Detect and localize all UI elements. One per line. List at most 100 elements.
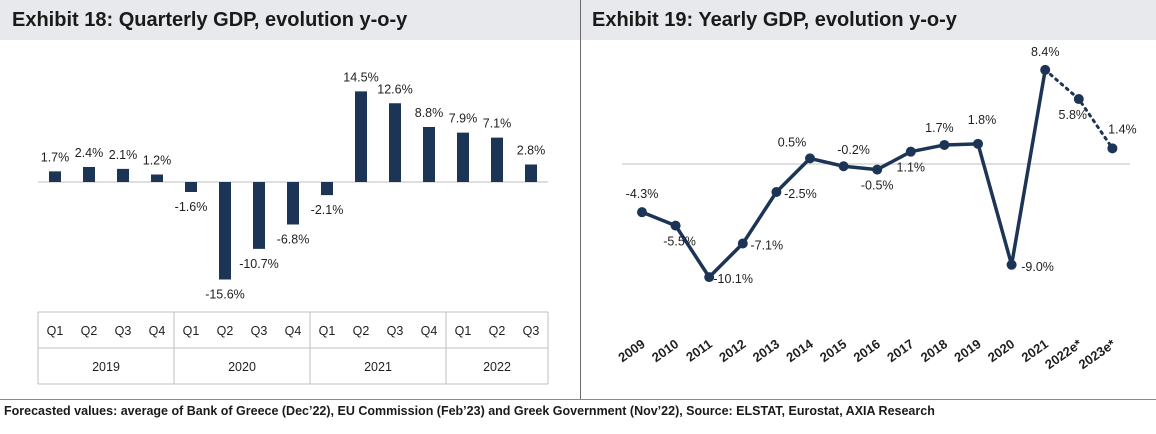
year-tick-label: 2014 xyxy=(783,336,816,365)
year-tick-label: 2013 xyxy=(750,336,782,365)
quarter-tick-label: Q4 xyxy=(285,324,302,338)
data-label: 8.8% xyxy=(415,106,444,120)
year-tick-label: 2012 xyxy=(716,336,748,365)
data-label: 0.5% xyxy=(778,135,807,149)
data-label: 1.8% xyxy=(968,113,997,127)
data-label: 7.1% xyxy=(483,117,512,131)
yearly-chart-title: Exhibit 19: Yearly GDP, evolution y-o-y xyxy=(580,0,1156,40)
yearly-gdp-panel: Exhibit 19: Yearly GDP, evolution y-o-y xyxy=(580,0,1156,400)
quarter-tick-label: Q1 xyxy=(455,324,472,338)
data-label: -1.6% xyxy=(175,200,208,214)
quarter-tick-label: Q2 xyxy=(217,324,234,338)
data-label: -0.5% xyxy=(861,179,894,193)
data-label: 7.9% xyxy=(449,112,478,126)
year-group-label: 2020 xyxy=(228,360,256,374)
bar xyxy=(423,127,435,182)
year-tick-label: 2022e* xyxy=(1042,336,1085,372)
data-point xyxy=(771,187,782,197)
data-label: 1.7% xyxy=(41,150,70,164)
year-tick-label: 2023e* xyxy=(1076,336,1119,372)
data-point xyxy=(637,207,647,218)
year-group-label: 2019 xyxy=(92,360,120,374)
data-label: 1.1% xyxy=(897,161,926,175)
data-point xyxy=(1107,143,1118,154)
data-label: -2.1% xyxy=(311,203,344,217)
data-point xyxy=(872,164,883,175)
data-point xyxy=(1073,94,1084,105)
year-group-label: 2022 xyxy=(483,360,511,374)
data-label: -7.1% xyxy=(750,239,783,253)
data-label: -2.5% xyxy=(784,187,817,201)
data-point xyxy=(737,238,748,249)
bar xyxy=(219,182,231,280)
quarter-tick-label: Q3 xyxy=(251,324,268,338)
quarter-tick-label: Q4 xyxy=(149,324,166,338)
data-point xyxy=(905,146,916,157)
data-label: 12.6% xyxy=(377,82,412,96)
data-point xyxy=(805,153,815,164)
quarter-tick-label: Q2 xyxy=(81,324,98,338)
bar xyxy=(491,137,503,182)
bar xyxy=(49,171,61,182)
data-point xyxy=(1040,64,1051,75)
data-label: 8.4% xyxy=(1031,45,1060,59)
data-label: -6.8% xyxy=(277,233,310,247)
data-label: 5.8% xyxy=(1059,108,1088,122)
bar xyxy=(83,167,95,182)
data-point xyxy=(973,138,983,149)
data-label: -9.0% xyxy=(1021,260,1054,274)
data-label: -15.6% xyxy=(205,288,245,302)
year-tick-label: 2020 xyxy=(985,336,1017,365)
quarter-tick-label: Q3 xyxy=(523,324,540,338)
quarter-tick-label: Q3 xyxy=(387,324,404,338)
year-tick-label: 2016 xyxy=(851,336,883,365)
year-group-label: 2021 xyxy=(364,360,392,374)
data-point xyxy=(838,161,849,172)
data-point xyxy=(704,272,715,283)
data-point xyxy=(939,139,950,150)
data-label: 2.4% xyxy=(75,146,104,160)
year-tick-label: 2019 xyxy=(951,336,983,365)
source-footnote: Forecasted values: average of Bank of Gr… xyxy=(4,404,935,418)
bar xyxy=(151,174,163,182)
quarter-tick-label: Q1 xyxy=(47,324,64,338)
bar xyxy=(355,91,367,182)
yearly-line-chart: -4.3% -5.5% -10.1% -7.1% -2.5% 0.5% -0.2% -0.5%… xyxy=(615,45,1137,372)
year-tick-label: 2010 xyxy=(649,336,681,365)
footer-divider xyxy=(0,399,1156,400)
data-label: -5.5% xyxy=(663,235,696,249)
year-tick-label: 2015 xyxy=(817,336,849,365)
data-point xyxy=(670,220,681,231)
quarter-tick-label: Q2 xyxy=(353,324,370,338)
bar xyxy=(457,132,469,182)
bar xyxy=(525,164,537,182)
bar xyxy=(287,182,299,225)
bar xyxy=(117,168,129,182)
data-label: 14.5% xyxy=(343,70,378,84)
actual-series-line xyxy=(641,69,1047,279)
year-tick-label: 2018 xyxy=(918,336,950,365)
year-tick-label: 2011 xyxy=(683,336,715,364)
data-label: -10.7% xyxy=(239,257,279,271)
quarter-tick-label: Q3 xyxy=(115,324,132,338)
quarterly-chart-title: Exhibit 18: Quarterly GDP, evolution y-o… xyxy=(0,0,580,40)
data-label: -10.1% xyxy=(713,272,753,286)
bar xyxy=(321,182,333,196)
quarter-tick-label: Q2 xyxy=(489,324,506,338)
data-label: 2.8% xyxy=(517,144,546,158)
quarter-tick-label: Q1 xyxy=(183,324,200,338)
data-label: 2.1% xyxy=(109,148,138,162)
data-label: 1.2% xyxy=(143,154,172,168)
data-point xyxy=(1006,259,1017,270)
quarter-tick-label: Q1 xyxy=(319,324,336,338)
year-tick-label: 2017 xyxy=(884,336,916,365)
data-label: 1.7% xyxy=(925,121,954,135)
data-label: -0.2% xyxy=(837,143,870,157)
quarterly-bar-chart: 1.7% 2.4% 2.1% 1.2% -1.6% -15.6% -10.7% -6.8% -2… xyxy=(37,70,549,385)
bar xyxy=(389,103,401,182)
panel-divider xyxy=(580,0,581,400)
bar xyxy=(253,182,265,249)
data-label: 1.4% xyxy=(1108,122,1137,136)
data-label: -4.3% xyxy=(626,187,659,201)
quarterly-gdp-panel: Exhibit 18: Quarterly GDP, evolution y-o… xyxy=(0,0,580,400)
